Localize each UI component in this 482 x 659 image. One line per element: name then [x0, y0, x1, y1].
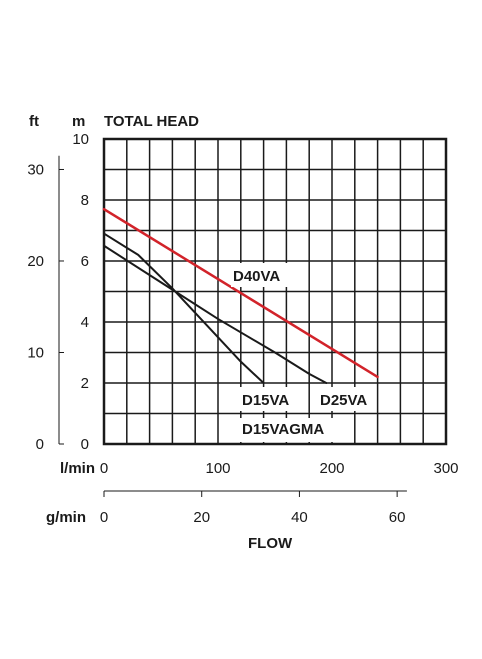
chart-title: TOTAL HEAD: [104, 113, 199, 130]
lmin-axis: 0 100 200 300: [100, 460, 459, 477]
gmin-unit-label: g/min: [46, 509, 86, 526]
label-d15vagma: D15VAGMA: [242, 421, 324, 438]
label-bg-d15vagma: [238, 418, 336, 442]
series-line-d15va: [103, 232, 265, 384]
label-bg-d25va: [316, 387, 376, 411]
label-d40va: D40VA: [233, 268, 280, 285]
label-bg-d40va: [231, 263, 289, 287]
m-tick-label: 6: [81, 253, 89, 270]
series-line-d25va: [103, 244, 328, 384]
m-tick-label: 0: [81, 436, 89, 453]
label-bg-d15va: [238, 387, 298, 411]
series-line-d40va: [102, 207, 379, 379]
gmin-axis: 0 20 40 60: [100, 490, 407, 526]
m-axis-ticks: 0 2 4 6 8 10: [72, 131, 89, 453]
lmin-tick-label: 100: [205, 460, 230, 477]
gmin-tick-label: 60: [389, 509, 406, 526]
label-d25va: D25VA: [320, 392, 367, 409]
m-tick-label: 4: [81, 314, 89, 331]
lmin-tick-label: 200: [319, 460, 344, 477]
series-group: [102, 207, 379, 384]
lmin-unit-label: l/min: [60, 460, 95, 477]
gmin-tick-label: 0: [100, 509, 108, 526]
gmin-tick-label: 40: [291, 509, 308, 526]
plot-frame: [102, 137, 448, 446]
gmin-tick-label: 20: [193, 509, 210, 526]
ft-unit-label: ft: [29, 113, 39, 130]
label-d15va: D15VA: [242, 392, 289, 409]
lmin-tick-label: 0: [100, 460, 108, 477]
ft-tick-label: 10: [27, 344, 44, 361]
m-tick-label: 10: [72, 131, 89, 148]
x-axis-title: FLOW: [248, 535, 293, 552]
ft-tick-label: 20: [27, 253, 44, 270]
m-tick-label: 2: [81, 375, 89, 392]
ft-tick-label: 30: [27, 161, 44, 178]
m-unit-label: m: [72, 113, 85, 130]
ft-tick-label: 0: [36, 436, 44, 453]
ft-axis: 0 10 20 30: [27, 155, 64, 453]
grid: [104, 139, 446, 444]
lmin-tick-label: 300: [433, 460, 458, 477]
m-tick-label: 8: [81, 192, 89, 209]
